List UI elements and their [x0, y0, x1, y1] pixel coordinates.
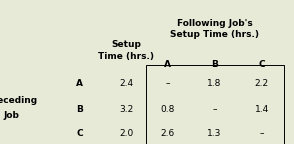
- Text: 2.0: 2.0: [119, 129, 133, 138]
- Text: 2.2: 2.2: [255, 79, 269, 88]
- Text: C: C: [258, 60, 265, 69]
- Text: –: –: [212, 105, 217, 114]
- Text: 1.4: 1.4: [255, 105, 269, 114]
- Text: C: C: [76, 129, 83, 138]
- Text: Job: Job: [4, 111, 20, 120]
- Text: Preceding: Preceding: [0, 96, 37, 105]
- Text: A: A: [76, 79, 83, 88]
- Text: Following Job's
Setup Time (hrs.): Following Job's Setup Time (hrs.): [170, 19, 259, 39]
- Text: 1.8: 1.8: [208, 79, 222, 88]
- Text: –: –: [165, 79, 170, 88]
- Text: Setup
Time (hrs.): Setup Time (hrs.): [98, 40, 154, 61]
- Text: 2.4: 2.4: [119, 79, 133, 88]
- Text: 1.3: 1.3: [208, 129, 222, 138]
- Text: –: –: [259, 129, 264, 138]
- Text: 0.8: 0.8: [161, 105, 175, 114]
- Text: A: A: [164, 60, 171, 69]
- Text: B: B: [211, 60, 218, 69]
- Text: 2.6: 2.6: [161, 129, 175, 138]
- Text: B: B: [76, 105, 83, 114]
- Bar: [146, 65, 284, 144]
- Text: 3.2: 3.2: [119, 105, 133, 114]
